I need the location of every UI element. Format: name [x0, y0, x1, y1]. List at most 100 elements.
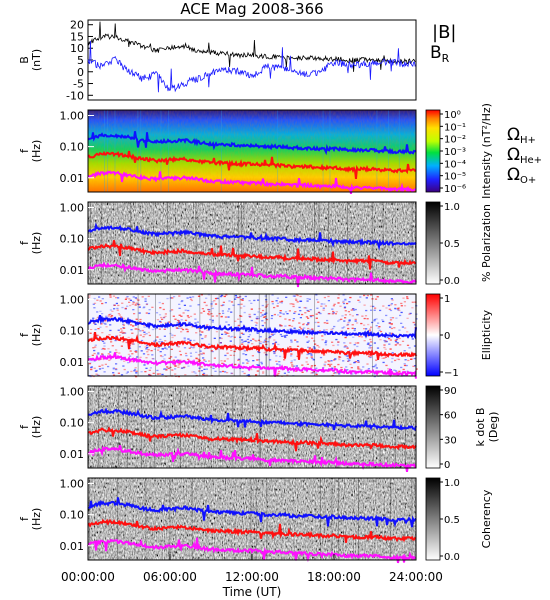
ellipticity-pixel [175, 327, 178, 329]
ellipticity-pixel [257, 299, 260, 301]
ellipticity-pixel [138, 304, 141, 306]
ellipticity-pixel [375, 334, 378, 337]
ellipticity-pixel [241, 371, 244, 373]
ellipticity-pixel [93, 322, 96, 324]
ellipticity-pixel [283, 372, 286, 374]
ellipticity-pixel [112, 374, 116, 376]
ellipticity-pixel [370, 294, 373, 296]
y-tick-label: 0.01 [60, 448, 85, 461]
ellipticity-pixel [237, 358, 241, 360]
ellipticity-pixel [383, 346, 386, 349]
ellipticity-pixel [412, 365, 415, 367]
ellipticity-pixel [112, 367, 115, 369]
ellipticity-pixel [205, 297, 208, 299]
ellipticity-pixel [115, 349, 118, 351]
ellipticity-pixel [305, 336, 308, 338]
ellipticity-pixel [338, 358, 341, 361]
ellipticity-pixel [379, 309, 382, 312]
ellipticity-pixel [229, 340, 232, 342]
ellipticity-pixel [343, 307, 346, 309]
ellipticity-pixel [363, 324, 366, 326]
ellipticity-pixel [278, 361, 281, 363]
ellipticity-pixel [415, 368, 418, 370]
ellipticity-pixel [257, 359, 261, 361]
ellipticity-pixel [299, 295, 302, 298]
ellipticity-pixel [119, 331, 122, 333]
ellipticity-pixel [374, 363, 377, 366]
ellipticity-pixel [227, 335, 230, 337]
ellipticity-pixel [228, 308, 231, 310]
ellipticity-pixel [227, 332, 230, 334]
ellipticity-pixel [90, 366, 93, 369]
ellipticity-pixel [260, 312, 263, 314]
ellipticity-pixel [357, 342, 360, 344]
ellipticity-pixel [177, 375, 180, 378]
ellipticity-pixel [197, 295, 201, 297]
ellipticity-pixel [366, 318, 369, 320]
ellipticity-pixel [400, 311, 403, 314]
ellipticity-pixel [274, 341, 278, 343]
ellipticity-pixel [308, 347, 311, 349]
ellipticity-pixel [323, 364, 326, 367]
ellipticity-pixel [371, 298, 374, 300]
ellipticity-pixel [319, 356, 323, 359]
ellipticity-pixel [88, 296, 91, 298]
ellipticity-pixel [111, 310, 114, 312]
ellipticity-pixel [186, 331, 189, 333]
ellipticity-pixel [161, 348, 164, 350]
ellipticity-pixel [131, 353, 134, 355]
ellipticity-pixel [247, 341, 250, 344]
ellipticity-pixel [161, 355, 164, 358]
ellipticity-pixel [296, 355, 299, 357]
ellipticity-pixel [403, 305, 407, 307]
ellipticity-pixel [293, 327, 296, 329]
ellipticity-pixel [266, 347, 270, 349]
x-axis: 00:00:00 06:00:00 12:00:00 18:00:00 24:0… [61, 570, 443, 599]
ellipticity-pixel [346, 347, 349, 349]
ellipticity-pixel [132, 343, 135, 345]
ellipticity-pixel [394, 304, 397, 306]
ellipticity-pixel [359, 296, 362, 298]
ellipticity-pixel [257, 364, 260, 366]
ellipticity-pixel [91, 354, 94, 356]
ellipticity-pixel [376, 296, 379, 298]
ellipticity-pixel [250, 308, 253, 310]
ellipticity-pixel [376, 347, 380, 349]
y-axis-label-f: f [18, 240, 31, 245]
ellipticity-pixel [354, 318, 357, 321]
ellipticity-pixel [118, 334, 122, 336]
ellipticity-pixel [325, 340, 328, 342]
ellipticity-pixel [337, 302, 340, 304]
ellipticity-pixel [219, 337, 222, 339]
ellipticity-pixel [299, 300, 302, 302]
ellipticity-pixel [197, 304, 200, 306]
ellipticity-pixel [255, 364, 259, 366]
ellipticity-pixel [385, 364, 388, 367]
ellipticity-pixel [99, 339, 102, 341]
ellipticity-pixel [413, 324, 417, 326]
ellipticity-pixel [283, 359, 286, 361]
ellipticity-pixel [370, 341, 373, 343]
ellipticity-pixel [158, 328, 161, 330]
ellipticity-pixel [373, 318, 376, 321]
ellipticity-pixel [171, 297, 174, 299]
ellipticity-pixel [141, 296, 144, 298]
ellipticity-pixel [101, 302, 104, 305]
series-b-total-line [87, 21, 416, 72]
ellipticity-pixel [207, 294, 210, 296]
gyro-curve-h-plus [87, 314, 417, 340]
ellipticity-pixel [97, 352, 100, 354]
ellipticity-pixel [101, 353, 104, 355]
ellipticity-pixel [190, 346, 193, 348]
ellipticity-pixel [107, 365, 110, 368]
ellipticity-pixel [168, 346, 171, 348]
panel-ellipticity: 1.00 0.10 0.01 f (Hz) 1 0 −1 Ellipticity [18, 293, 493, 379]
ellipticity-pixel [332, 312, 335, 314]
ellipticity-pixel [100, 323, 103, 325]
ellipticity-pixel [313, 364, 316, 367]
ellipticity-pixel [154, 339, 157, 341]
ellipticity-pixel [115, 368, 118, 371]
ellipticity-pixel [92, 347, 95, 349]
ellipticity-pixel [127, 353, 130, 356]
ellipticity-pixel [265, 338, 268, 340]
